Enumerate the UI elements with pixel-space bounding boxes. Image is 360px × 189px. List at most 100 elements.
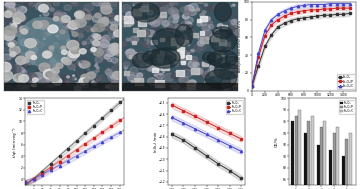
Circle shape (156, 67, 159, 70)
Circle shape (43, 38, 45, 40)
Circle shape (85, 15, 92, 20)
Circle shape (175, 71, 179, 75)
Circle shape (94, 28, 98, 30)
FancyBboxPatch shape (125, 22, 130, 26)
Circle shape (179, 39, 185, 44)
Circle shape (63, 24, 71, 30)
Circle shape (162, 61, 169, 67)
Circle shape (197, 22, 203, 26)
Circle shape (30, 83, 32, 85)
Circle shape (33, 18, 37, 21)
Fe₃O₄/P (335, 7, 339, 9)
Circle shape (171, 10, 179, 15)
Circle shape (100, 24, 108, 31)
Circle shape (9, 37, 14, 41)
Circle shape (49, 61, 59, 68)
Ellipse shape (213, 27, 232, 38)
Circle shape (5, 34, 11, 39)
Circle shape (93, 40, 100, 46)
Circle shape (173, 19, 178, 23)
Line: Fe₃O₄: Fe₃O₄ (251, 12, 351, 88)
Circle shape (79, 61, 89, 68)
Circle shape (71, 23, 76, 27)
Circle shape (182, 69, 193, 77)
Circle shape (23, 70, 25, 72)
Fe₃O₄/C (40, 174, 45, 176)
Circle shape (215, 45, 221, 50)
Circle shape (29, 46, 38, 53)
Circle shape (175, 27, 180, 31)
Circle shape (53, 17, 59, 21)
Circle shape (33, 37, 35, 39)
Circle shape (156, 3, 166, 10)
Circle shape (165, 55, 167, 57)
Circle shape (58, 17, 65, 22)
Circle shape (174, 6, 177, 9)
Circle shape (230, 69, 238, 74)
Circle shape (4, 26, 17, 36)
Circle shape (111, 14, 114, 17)
FancyBboxPatch shape (202, 62, 208, 67)
Fe₃O₄ (109, 109, 113, 111)
Circle shape (63, 26, 71, 32)
Circle shape (51, 68, 59, 74)
Circle shape (136, 57, 146, 65)
Circle shape (133, 1, 139, 5)
Circle shape (204, 81, 206, 82)
Circle shape (32, 78, 38, 82)
Circle shape (3, 31, 15, 40)
Circle shape (104, 16, 109, 20)
Circle shape (51, 50, 54, 52)
Circle shape (113, 30, 123, 37)
Circle shape (49, 54, 57, 59)
FancyBboxPatch shape (219, 40, 226, 45)
Circle shape (107, 68, 109, 70)
Circle shape (134, 59, 136, 60)
Fe₃O₄ (282, 22, 287, 24)
Circle shape (185, 5, 194, 12)
FancyBboxPatch shape (186, 43, 189, 46)
Circle shape (221, 28, 225, 31)
Circle shape (46, 32, 51, 36)
Circle shape (50, 58, 55, 62)
Line: Fe₃O₄/P: Fe₃O₄/P (251, 7, 351, 88)
Circle shape (15, 15, 18, 16)
Circle shape (16, 64, 21, 67)
Fe₃O₄/P (321, 8, 326, 10)
Circle shape (96, 70, 99, 72)
Circle shape (49, 74, 59, 82)
Circle shape (158, 16, 166, 23)
Circle shape (39, 45, 41, 46)
FancyBboxPatch shape (135, 78, 143, 85)
Circle shape (127, 15, 132, 19)
Circle shape (148, 53, 152, 56)
FancyBboxPatch shape (158, 60, 162, 62)
Circle shape (186, 25, 193, 30)
Circle shape (61, 81, 66, 85)
Circle shape (99, 40, 109, 47)
Fe₃O₄/P (204, 121, 209, 123)
Circle shape (184, 11, 191, 16)
Circle shape (7, 2, 12, 6)
Circle shape (185, 10, 189, 13)
Circle shape (48, 32, 50, 34)
Circle shape (193, 83, 196, 85)
Line: Fe₃O₄: Fe₃O₄ (24, 101, 121, 184)
Circle shape (126, 12, 134, 19)
FancyBboxPatch shape (160, 50, 164, 54)
Circle shape (80, 49, 86, 54)
FancyBboxPatch shape (176, 70, 184, 76)
Circle shape (38, 71, 47, 78)
Circle shape (10, 9, 16, 14)
Circle shape (75, 11, 85, 19)
Circle shape (94, 89, 98, 92)
Circle shape (61, 36, 66, 40)
Circle shape (132, 13, 140, 19)
Fe₃O₄ (57, 155, 62, 157)
Circle shape (110, 86, 120, 94)
Circle shape (145, 43, 151, 47)
Circle shape (125, 69, 127, 70)
Circle shape (107, 2, 117, 10)
FancyBboxPatch shape (220, 38, 224, 41)
Legend: Fe₃O₄, Fe₃O₄/P, Fe₃O₄/C: Fe₃O₄, Fe₃O₄/P, Fe₃O₄/C (339, 100, 355, 114)
